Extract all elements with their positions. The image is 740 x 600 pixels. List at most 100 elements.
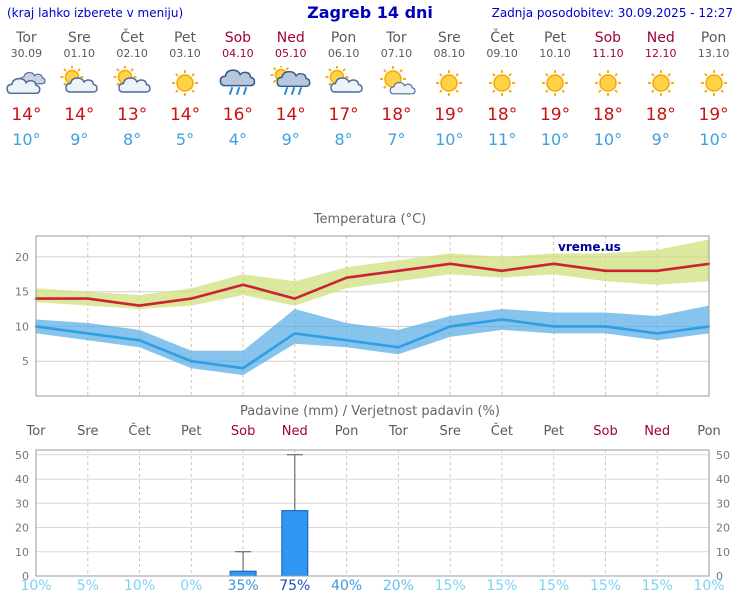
precip-day-label: Čet (490, 424, 513, 439)
day-date: 30.09 (10, 47, 43, 60)
day-date: 10.10 (539, 47, 571, 60)
day-date: 07.10 (380, 47, 413, 60)
day-date: 04.10 (222, 47, 254, 60)
day-name: Tor (386, 30, 407, 46)
svg-text:40: 40 (716, 473, 730, 486)
temperature-chart: 5 10 15 20 vreme.us (15, 235, 711, 397)
day-max-temp: 14° (11, 105, 42, 125)
precip-day-label: Sob (230, 424, 256, 439)
day-name: Sob (224, 30, 252, 46)
day-name: Sre (437, 30, 461, 46)
svg-text:20: 20 (716, 522, 730, 535)
day-max-temp: 17° (328, 105, 359, 125)
sunny-icon (687, 66, 740, 102)
day-column: Pon 13.10 19° 10° (687, 30, 740, 149)
svg-text:10: 10 (15, 320, 29, 333)
sunny-icon (581, 66, 634, 102)
day-name: Tor (16, 30, 37, 46)
temperature-chart-title: Temperatura (°C) (313, 212, 427, 227)
menu-hint-text: (kraj lahko izberete v meniju) (7, 6, 184, 20)
precip-day-label: Sob (593, 424, 618, 439)
precip-probability-value: 35% (227, 578, 259, 594)
svg-text:30: 30 (15, 497, 29, 510)
sunny-icon (529, 66, 582, 102)
precipitation-chart-title: Padavine (mm) / Verjetnost padavin (%) (240, 404, 500, 419)
cloudy-icon (0, 66, 53, 102)
day-column: Pon 06.10 17° 8° (317, 30, 370, 149)
day-max-temp: 13° (117, 105, 148, 125)
svg-text:40: 40 (15, 473, 29, 486)
day-min-temp: 7° (387, 130, 406, 149)
day-date: 08.10 (433, 47, 466, 60)
day-column: Ned 05.10 14° 9° (264, 30, 317, 149)
day-name: Ned (646, 30, 675, 46)
day-column: Sre 08.10 19° 10° (423, 30, 476, 149)
sunny-icon (634, 66, 687, 102)
precip-day-label: Sre (439, 424, 461, 439)
day-column: Tor 07.10 18° 7° (370, 30, 423, 149)
day-column: Pet 10.10 19° 10° (529, 30, 582, 149)
day-max-temp: 14° (64, 105, 95, 125)
svg-text:10: 10 (15, 546, 29, 559)
day-name: Pet (173, 30, 197, 46)
day-date: 02.10 (116, 47, 148, 60)
partly-cloudy-icon (317, 65, 370, 102)
precip-probability-value: 15% (589, 578, 622, 594)
days-table: Tor 30.09 14° 10° Sre 01.10 14° 9° Čet 02.10 13° 8°… (0, 30, 740, 149)
precip-day-label: Pon (334, 424, 359, 439)
precip-day-label: Tor (26, 424, 46, 439)
day-min-temp: 9° (70, 130, 89, 149)
svg-text:15: 15 (15, 286, 29, 299)
page-title: Zagreb 14 dni (307, 3, 433, 22)
day-column: Pet 03.10 14° 5° (159, 30, 212, 149)
day-max-temp: 18° (487, 105, 518, 125)
precip-probability-value: 0% (180, 578, 203, 594)
sunny-icon (423, 66, 476, 102)
svg-text:0: 0 (22, 570, 29, 583)
day-max-temp: 14° (169, 105, 201, 125)
day-min-temp: 10° (699, 130, 728, 149)
precipitation-chart: 0 0 10 10 20 20 30 30 40 40 50 50 (15, 449, 730, 583)
precip-probability-value: 15% (434, 578, 466, 594)
day-date: 05.10 (274, 47, 307, 60)
day-min-temp: 10° (12, 130, 41, 149)
precip-probability-value: 40% (331, 578, 363, 594)
day-max-temp: 18° (592, 105, 623, 125)
last-updated-text: Zadnja posodobitev: 30.09.2025 - 12:27 (491, 6, 733, 20)
svg-text:0: 0 (716, 570, 723, 583)
day-date: 03.10 (169, 47, 201, 60)
watermark: vreme.us (558, 240, 621, 254)
day-min-temp: 9° (651, 130, 670, 149)
day-date: 06.10 (327, 47, 360, 60)
precip-day-label: Sre (77, 424, 99, 439)
day-column: Tor 30.09 14° 10° (0, 30, 53, 149)
day-max-temp: 18° (381, 105, 412, 125)
day-max-temp: 18° (645, 105, 676, 125)
day-name: Čet (120, 30, 145, 46)
day-column: Sob 04.10 16° 4° (211, 30, 264, 149)
svg-text:50: 50 (15, 449, 29, 462)
svg-text:30: 30 (716, 497, 730, 510)
day-name: Sre (67, 30, 91, 46)
day-min-temp: 8° (334, 130, 353, 149)
day-date: 12.10 (644, 47, 677, 60)
day-max-temp: 19° (539, 105, 571, 125)
day-max-temp: 14° (275, 105, 306, 125)
precip-day-label: Pon (697, 424, 721, 439)
sunny-icon (159, 66, 212, 102)
precip-probability-value: 15% (486, 578, 518, 594)
svg-text:5: 5 (22, 355, 29, 368)
precip-probability-value: 10% (123, 578, 156, 594)
svg-text:20: 20 (15, 251, 29, 264)
precip-probability-value: 20% (382, 578, 414, 594)
day-name: Čet (490, 30, 515, 46)
precip-day-label: Tor (388, 424, 408, 439)
day-min-temp: 9° (281, 130, 300, 149)
precip-probability-row: 10% 5% 10% 0% 35% 75% 40% 20% 15% 15% 15% 15% 15% 10% (0, 578, 740, 598)
mostly-sunny-icon (370, 66, 423, 102)
day-max-temp: 19° (434, 105, 465, 125)
day-date: 11.10 (592, 47, 624, 60)
precip-probability-value: 15% (641, 578, 673, 594)
day-min-temp: 10° (435, 130, 464, 149)
precip-day-label: Čet (128, 424, 151, 439)
